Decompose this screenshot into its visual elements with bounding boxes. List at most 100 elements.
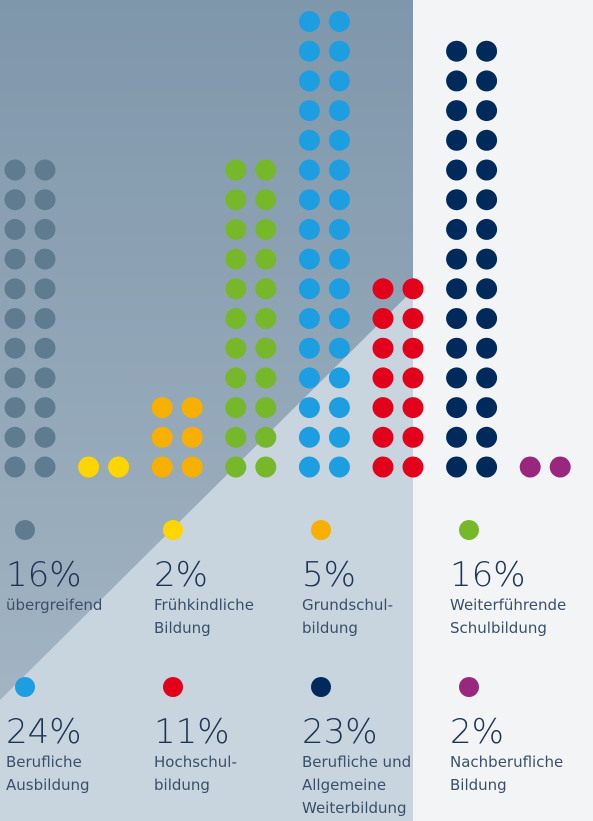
dot bbox=[476, 70, 498, 92]
dot bbox=[4, 218, 26, 240]
dot bbox=[328, 40, 350, 62]
dot bbox=[402, 456, 424, 478]
dot bbox=[328, 218, 350, 240]
dot bbox=[402, 278, 424, 300]
percentage: 16% bbox=[6, 555, 82, 595]
dot bbox=[298, 40, 320, 62]
dot bbox=[225, 426, 247, 448]
dot bbox=[446, 40, 468, 62]
legend-dot bbox=[15, 677, 35, 697]
dot bbox=[298, 456, 320, 478]
dot bbox=[298, 189, 320, 211]
dot bbox=[328, 248, 350, 270]
dot bbox=[476, 278, 498, 300]
dot bbox=[402, 367, 424, 389]
dot bbox=[181, 456, 203, 478]
dot bbox=[402, 397, 424, 419]
category-label: Allgemeine bbox=[302, 776, 386, 794]
dot bbox=[328, 397, 350, 419]
dot bbox=[34, 278, 56, 300]
dot bbox=[476, 456, 498, 478]
dot bbox=[34, 367, 56, 389]
dot bbox=[4, 456, 26, 478]
dot bbox=[446, 456, 468, 478]
dot-column bbox=[151, 397, 203, 478]
percentage: 11% bbox=[154, 712, 230, 752]
category-label: Grundschul- bbox=[302, 596, 393, 614]
category-label: Weiterführende bbox=[450, 596, 566, 614]
category-label: Bildung bbox=[154, 619, 211, 637]
dot bbox=[328, 159, 350, 181]
dot bbox=[476, 129, 498, 151]
category-label: Hochschul- bbox=[154, 753, 237, 771]
dot bbox=[298, 129, 320, 151]
dot bbox=[372, 397, 394, 419]
dot bbox=[298, 11, 320, 32]
dot bbox=[519, 456, 541, 478]
category-label: Nachberufliche bbox=[450, 753, 563, 771]
dot-column bbox=[4, 159, 56, 478]
legend-dot bbox=[311, 677, 331, 697]
dot bbox=[298, 218, 320, 240]
dot bbox=[446, 278, 468, 300]
dot bbox=[298, 308, 320, 329]
dot bbox=[446, 129, 468, 151]
dot bbox=[255, 159, 277, 181]
dot bbox=[255, 426, 277, 448]
dot bbox=[225, 308, 247, 329]
dot-column bbox=[225, 159, 277, 478]
dot-column bbox=[446, 40, 498, 478]
legend-dot bbox=[15, 520, 35, 540]
dot bbox=[298, 70, 320, 92]
dot bbox=[476, 40, 498, 62]
category-label: Schulbildung bbox=[450, 619, 547, 637]
dot bbox=[151, 397, 173, 419]
legend-dot bbox=[163, 520, 183, 540]
dot bbox=[298, 100, 320, 122]
dot bbox=[4, 426, 26, 448]
dot bbox=[255, 248, 277, 270]
category-label: bildung bbox=[302, 619, 358, 637]
dot bbox=[181, 426, 203, 448]
dot bbox=[328, 129, 350, 151]
legend-dot bbox=[163, 677, 183, 697]
dot bbox=[78, 456, 100, 478]
dot bbox=[476, 367, 498, 389]
dot bbox=[4, 248, 26, 270]
dot bbox=[4, 397, 26, 419]
dot bbox=[446, 189, 468, 211]
dot bbox=[328, 70, 350, 92]
dot bbox=[402, 308, 424, 329]
legend-dot bbox=[311, 520, 331, 540]
dot bbox=[402, 426, 424, 448]
dot bbox=[225, 367, 247, 389]
legend: 16%übergreifend2%FrühkindlicheBildung5%G… bbox=[6, 520, 566, 817]
dot bbox=[4, 159, 26, 181]
dot bbox=[108, 456, 130, 478]
dot-column bbox=[372, 278, 424, 478]
dot bbox=[446, 426, 468, 448]
dot bbox=[446, 100, 468, 122]
dot bbox=[328, 11, 350, 32]
dot bbox=[328, 456, 350, 478]
dot bbox=[298, 367, 320, 389]
percentage: 16% bbox=[450, 555, 526, 595]
dot bbox=[328, 278, 350, 300]
dot bbox=[34, 248, 56, 270]
dot bbox=[298, 337, 320, 359]
dot bbox=[34, 426, 56, 448]
dot bbox=[181, 397, 203, 419]
dot bbox=[4, 189, 26, 211]
dot bbox=[34, 456, 56, 478]
dot bbox=[255, 308, 277, 329]
dot bbox=[328, 100, 350, 122]
dot bbox=[255, 337, 277, 359]
dot bbox=[446, 70, 468, 92]
dot bbox=[298, 248, 320, 270]
dot bbox=[446, 308, 468, 329]
dot bbox=[255, 367, 277, 389]
dot bbox=[446, 218, 468, 240]
category-label: Frühkindliche bbox=[154, 596, 254, 614]
dot bbox=[225, 159, 247, 181]
dot bbox=[476, 248, 498, 270]
